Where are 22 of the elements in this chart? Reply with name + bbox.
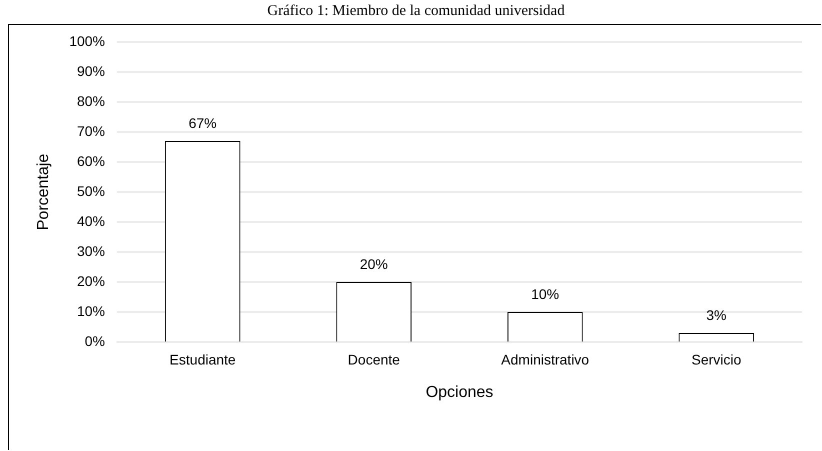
data-label: 10% [531,286,560,302]
y-tick-label: 90% [76,62,106,79]
y-tick-label: 10% [76,302,106,319]
data-label: 3% [706,306,726,323]
chart-title: Gráfico 1: Miembro de la comunidad universidad [267,2,566,19]
data-label: 20% [360,256,388,272]
y-tick-label: 50% [76,182,106,199]
y-tick-label: 40% [76,212,106,229]
y-tick-label: 80% [76,92,106,109]
y-tick-label: 60% [76,152,106,169]
y-tick-label: 0% [84,332,106,349]
y-axis-title: Porcentaje [35,154,52,230]
data-label: 67% [188,114,217,131]
x-tick-label: Estudiante [170,351,236,368]
x-tick-label: Administrativo [501,351,590,368]
x-tick-label: Docente [348,351,400,368]
y-tick-label: 20% [76,272,106,289]
y-tick-label: 70% [76,122,106,139]
x-axis-title: Opciones [426,384,494,401]
y-tick-label: 30% [76,242,106,259]
y-tick-label: 100% [69,32,106,49]
x-tick-label: Servicio [691,351,742,368]
